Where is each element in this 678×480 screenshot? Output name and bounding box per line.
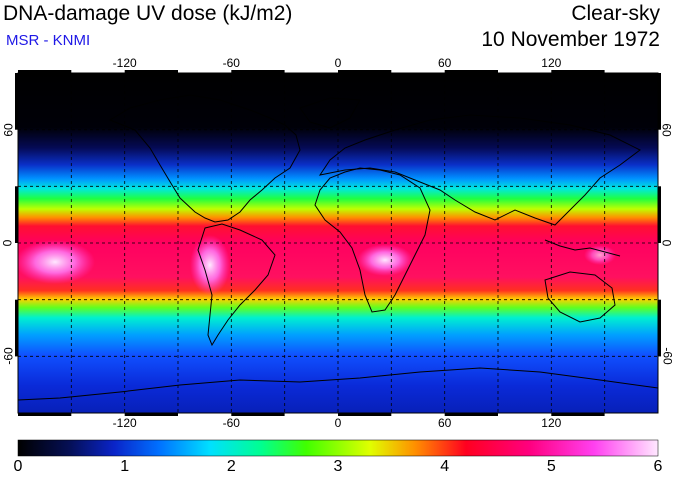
lon-top-tick: -60: [222, 56, 240, 70]
greenland-coast: [299, 97, 361, 129]
colorbar-label: 3: [333, 458, 343, 475]
date-label: 10 November 1972: [481, 28, 660, 51]
colorbar-label: 6: [653, 458, 663, 475]
hotspot-africa: [357, 244, 413, 276]
lon-top-tick: 120: [541, 56, 562, 70]
lat-right-tick: 60: [659, 123, 674, 137]
hotspot-indonesia: [584, 245, 616, 265]
australia-coast: [544, 271, 616, 323]
colorbar-label: 5: [546, 458, 556, 475]
lon-bottom-tick: 60: [438, 416, 452, 430]
graticule: [18, 73, 658, 413]
colorbar: [17, 439, 659, 457]
source-label: MSR - KNMI: [6, 32, 91, 49]
sky-condition-label: Clear-sky: [571, 2, 660, 25]
lon-bottom-tick: -60: [222, 416, 240, 430]
map-frame: [15, 70, 661, 416]
eurasia-coast: [318, 114, 641, 226]
colorbar-label: 1: [120, 458, 130, 475]
lat-right-tick: 0: [659, 239, 674, 247]
lat-left-tick: -60: [1, 347, 16, 365]
hotspot-pacific: [18, 240, 95, 284]
colorbar-label: 0: [13, 458, 23, 475]
lon-bottom-tick: 0: [334, 416, 342, 430]
indonesia-coast: [544, 239, 621, 257]
colorbar-label: 4: [440, 458, 450, 475]
lat-left-tick: 0: [0, 239, 15, 247]
colorbar-gradient: [18, 440, 658, 456]
lon-top-tick: 60: [438, 56, 452, 70]
lon-bottom-tick: -120: [112, 416, 137, 430]
map-title: DNA-damage UV dose (kJ/m2): [3, 2, 293, 25]
coastlines: [18, 94, 658, 401]
lon-top-tick: -120: [112, 56, 137, 70]
south-america-coast: [197, 223, 276, 347]
antarctica-coast: [18, 367, 658, 401]
north-america-coast: [108, 94, 301, 223]
lat-left-tick: 60: [1, 123, 16, 137]
lon-top-tick: 0: [334, 56, 342, 70]
colorbar-label: 2: [226, 458, 236, 475]
lon-bottom-tick: 120: [541, 416, 562, 430]
lat-right-tick: -60: [660, 347, 675, 365]
hotspot-south-america: [190, 235, 230, 295]
